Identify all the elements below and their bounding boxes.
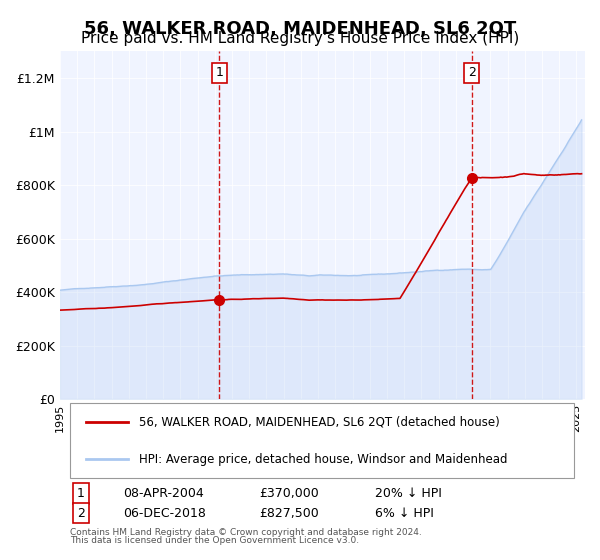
Text: 2: 2 — [77, 506, 85, 520]
Text: 1: 1 — [215, 66, 223, 80]
Text: 20% ↓ HPI: 20% ↓ HPI — [375, 487, 442, 500]
Text: 56, WALKER ROAD, MAIDENHEAD, SL6 2QT: 56, WALKER ROAD, MAIDENHEAD, SL6 2QT — [84, 20, 516, 38]
Text: 08-APR-2004: 08-APR-2004 — [123, 487, 203, 500]
Text: Price paid vs. HM Land Registry's House Price Index (HPI): Price paid vs. HM Land Registry's House … — [81, 31, 519, 46]
Text: £827,500: £827,500 — [259, 506, 319, 520]
Text: Contains HM Land Registry data © Crown copyright and database right 2024.: Contains HM Land Registry data © Crown c… — [70, 528, 422, 537]
Text: This data is licensed under the Open Government Licence v3.0.: This data is licensed under the Open Gov… — [70, 536, 359, 545]
Text: HPI: Average price, detached house, Windsor and Maidenhead: HPI: Average price, detached house, Wind… — [139, 452, 507, 465]
Text: £370,000: £370,000 — [259, 487, 319, 500]
Text: 06-DEC-2018: 06-DEC-2018 — [123, 506, 206, 520]
Text: 2: 2 — [468, 66, 476, 80]
Text: 6% ↓ HPI: 6% ↓ HPI — [375, 506, 434, 520]
Text: 1: 1 — [77, 487, 85, 500]
FancyBboxPatch shape — [70, 403, 574, 478]
Text: 56, WALKER ROAD, MAIDENHEAD, SL6 2QT (detached house): 56, WALKER ROAD, MAIDENHEAD, SL6 2QT (de… — [139, 416, 499, 429]
